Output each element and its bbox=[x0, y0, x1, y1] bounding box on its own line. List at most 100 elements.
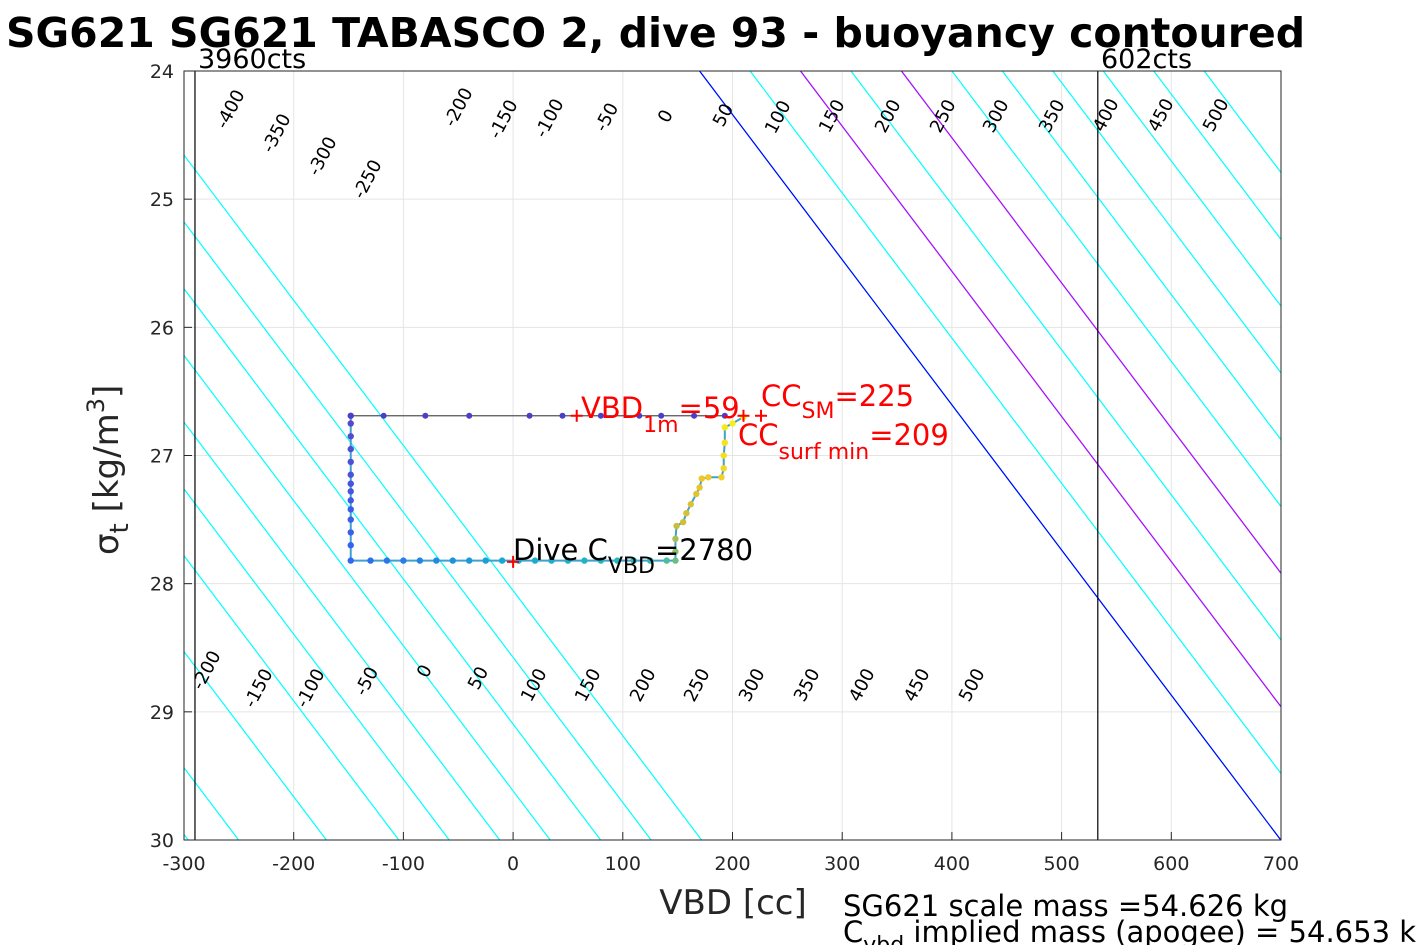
contour-line bbox=[1001, 71, 1281, 441]
data-point bbox=[466, 557, 473, 564]
dive-c-vbd-annotation: Dive CVBD=2780 bbox=[513, 533, 753, 579]
y-tick-label: 29 bbox=[150, 702, 174, 724]
right-limit-label: 602cts bbox=[1101, 44, 1192, 75]
data-point bbox=[672, 535, 679, 543]
data-point bbox=[347, 445, 354, 453]
data-point bbox=[720, 452, 727, 459]
x-tick-label: 100 bbox=[605, 853, 641, 875]
y-axis-label: σt [kg/m3] bbox=[82, 385, 135, 555]
y-tick-label: 26 bbox=[150, 317, 174, 339]
contour-label: -200 bbox=[440, 84, 478, 130]
data-point bbox=[347, 480, 354, 487]
y-tick-label: 24 bbox=[150, 61, 174, 83]
contour-label: -100 bbox=[531, 95, 569, 141]
contour-label: 150 bbox=[571, 665, 606, 705]
contour-label: 500 bbox=[955, 665, 990, 705]
contour-label: 0 bbox=[413, 661, 437, 681]
contour-label: -150 bbox=[485, 96, 523, 142]
vbd-1m-annotation: VBD1m=59 bbox=[581, 391, 740, 438]
svg-text:σt [kg/m3]: σt [kg/m3] bbox=[82, 385, 135, 555]
data-point bbox=[663, 557, 670, 564]
data-point bbox=[729, 420, 736, 427]
data-point bbox=[673, 522, 680, 530]
data-point bbox=[498, 557, 506, 564]
contour-line bbox=[184, 220, 652, 840]
data-point bbox=[630, 557, 637, 564]
contour-label: 50 bbox=[464, 663, 493, 693]
contour-label: -50 bbox=[591, 100, 623, 136]
contour-label: 450 bbox=[900, 665, 935, 705]
data-point bbox=[564, 557, 572, 564]
contour-line bbox=[1052, 71, 1281, 374]
y-axis-ticks: 24 25 26 27 28 29 30 bbox=[150, 61, 192, 852]
y-tick-label: 28 bbox=[150, 574, 174, 596]
y-tick-label: 25 bbox=[150, 189, 174, 211]
contour-label: 400 bbox=[1089, 95, 1124, 135]
data-point bbox=[581, 557, 588, 564]
vbd-limit-lines bbox=[194, 71, 1099, 840]
data-point bbox=[559, 412, 566, 419]
contour-label: -50 bbox=[351, 664, 383, 700]
data-point bbox=[647, 557, 654, 564]
x-tick-label: 200 bbox=[714, 853, 750, 875]
data-point bbox=[718, 474, 725, 481]
grid-lines bbox=[183, 70, 1282, 841]
data-point bbox=[347, 529, 354, 536]
data-point bbox=[347, 488, 354, 495]
data-point bbox=[347, 412, 354, 419]
contour-label: 100 bbox=[517, 665, 552, 705]
reference-contours bbox=[699, 71, 1281, 840]
contour-label: 400 bbox=[845, 665, 880, 705]
data-point bbox=[672, 548, 679, 555]
x-tick-label: 700 bbox=[1263, 853, 1299, 875]
contour-label: 350 bbox=[790, 665, 825, 705]
data-point bbox=[347, 542, 354, 549]
data-point bbox=[705, 474, 712, 481]
data-point bbox=[347, 497, 354, 504]
data-point bbox=[614, 557, 621, 564]
contour-label: 300 bbox=[979, 96, 1014, 136]
annotation-markers bbox=[507, 409, 768, 568]
contour-line bbox=[184, 154, 703, 840]
x-tick-label: -300 bbox=[162, 853, 205, 875]
data-point bbox=[687, 501, 695, 508]
data-point bbox=[449, 557, 456, 564]
chart-title: SG621 SG621 TABASCO 2, dive 93 - buoyanc… bbox=[6, 9, 1305, 57]
contour-label: 250 bbox=[926, 96, 961, 136]
contour-line bbox=[1102, 71, 1281, 308]
contour-line bbox=[184, 354, 551, 840]
y-tick-label: 27 bbox=[150, 446, 174, 468]
contour-line bbox=[184, 287, 602, 840]
contour-label: -300 bbox=[304, 133, 342, 179]
contour-label: 300 bbox=[735, 665, 770, 705]
contour-label: -200 bbox=[188, 647, 226, 693]
data-point bbox=[721, 412, 728, 419]
contour-label: 250 bbox=[680, 665, 715, 705]
contour-label: 50 bbox=[709, 100, 738, 130]
data-point bbox=[672, 557, 679, 564]
x-tick-label: 600 bbox=[1153, 853, 1189, 875]
contour-line bbox=[184, 554, 400, 840]
contour-line bbox=[0, 71, 87, 840]
data-point bbox=[693, 490, 700, 498]
contour-line bbox=[850, 71, 1281, 641]
data-point bbox=[597, 557, 605, 564]
contour-line bbox=[184, 421, 501, 840]
contour-label: -350 bbox=[258, 110, 296, 156]
data-point bbox=[347, 420, 354, 427]
data-point bbox=[383, 557, 391, 564]
data-point bbox=[548, 557, 555, 564]
data-point bbox=[400, 557, 407, 564]
data-point bbox=[347, 557, 354, 564]
data-point bbox=[347, 506, 354, 513]
contour-line bbox=[951, 71, 1281, 508]
data-point bbox=[696, 484, 703, 491]
cc-surf-min-annotation: CCsurf min=209 bbox=[738, 418, 949, 465]
contour-label: 150 bbox=[815, 96, 850, 136]
data-point bbox=[683, 509, 690, 517]
x-axis-label: VBD [cc] bbox=[659, 883, 807, 923]
cc-sm-annotation: CCSM=225 bbox=[761, 379, 914, 424]
y-tick-label: 30 bbox=[150, 830, 174, 852]
contour-line bbox=[749, 71, 1281, 775]
